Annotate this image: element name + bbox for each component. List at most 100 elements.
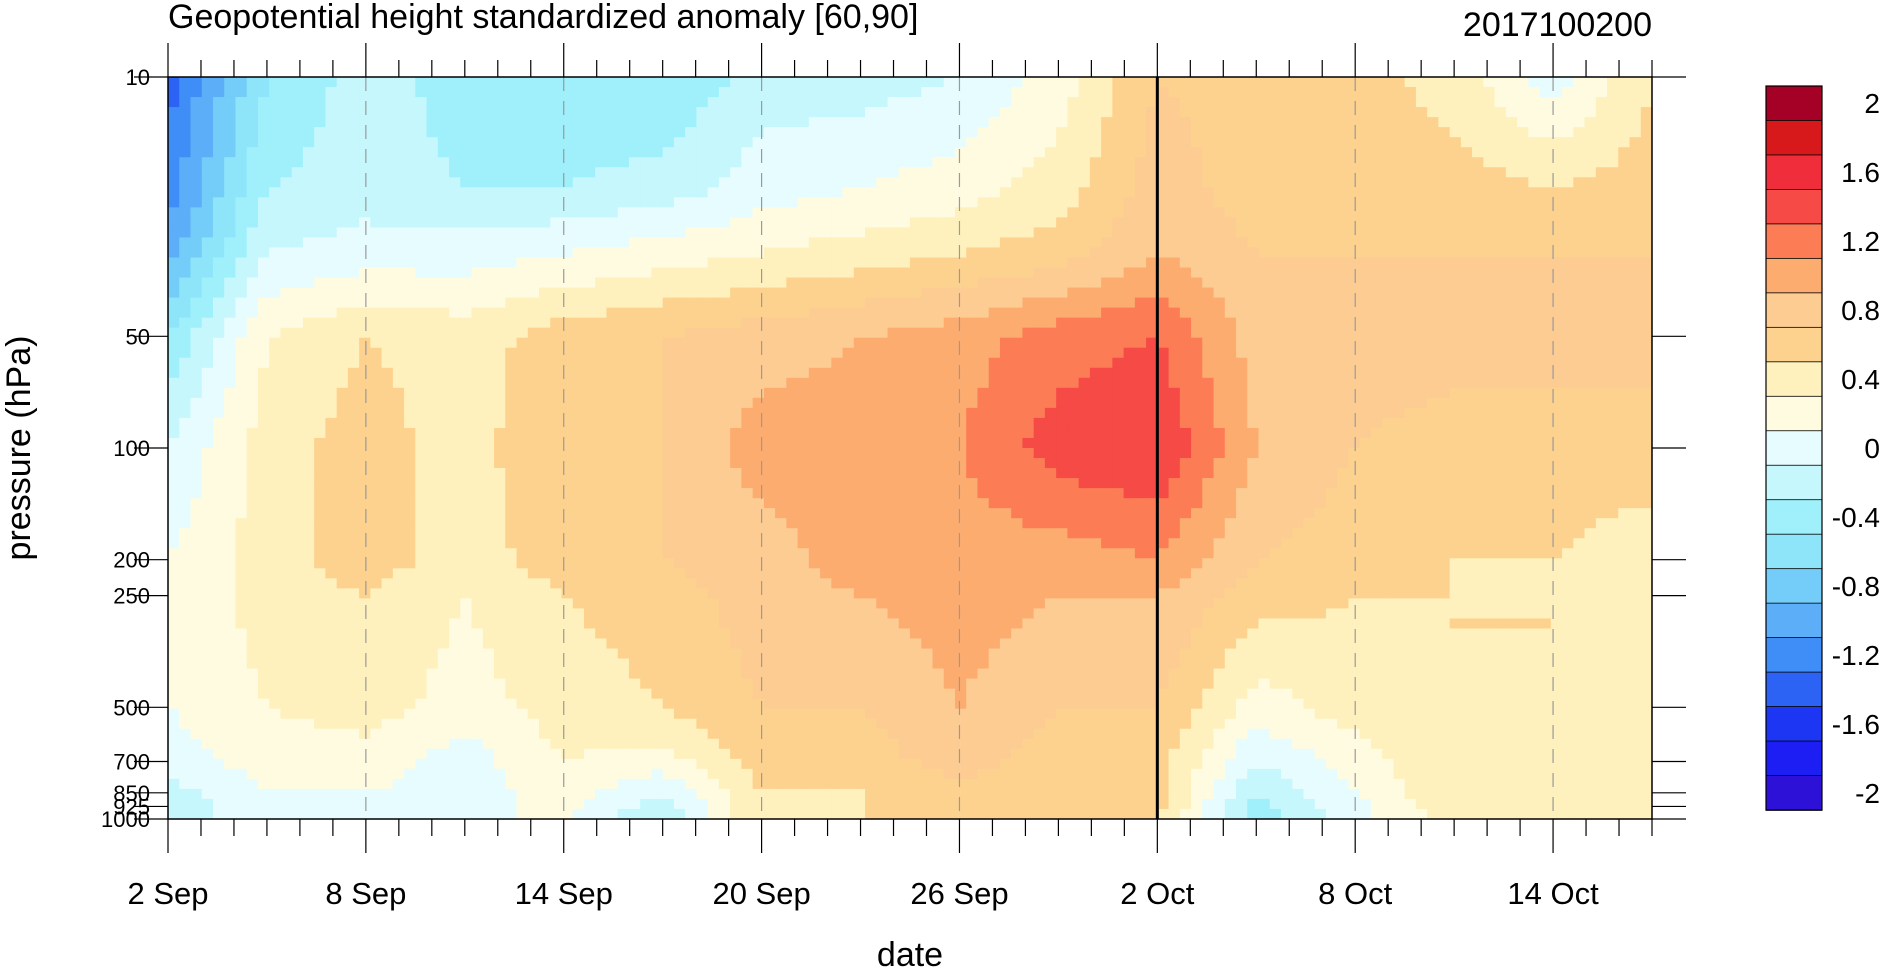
field-cell <box>550 257 563 269</box>
field-cell <box>168 157 180 168</box>
field-cell <box>662 337 675 349</box>
field-cell <box>359 137 371 148</box>
field-cell <box>347 357 360 369</box>
field-cell <box>1427 197 1439 208</box>
field-cell <box>426 137 439 148</box>
field-cell <box>707 397 720 409</box>
field-cell <box>1449 197 1462 208</box>
field-cell <box>786 357 799 369</box>
field-cell <box>1595 207 1608 218</box>
field-cell <box>505 237 518 249</box>
field-cell <box>1089 77 1102 88</box>
field-cell <box>865 137 877 148</box>
field-cell <box>1146 87 1158 98</box>
field-cell <box>1236 337 1248 349</box>
field-cell <box>460 87 473 98</box>
field-cell <box>1494 317 1507 329</box>
field-cell <box>1573 117 1586 128</box>
field-cell <box>1011 187 1024 198</box>
field-cell <box>808 387 821 399</box>
field-cell <box>1202 367 1215 379</box>
field-cell <box>1191 117 1203 128</box>
field-cell <box>1112 327 1125 339</box>
field-cell <box>1472 427 1484 439</box>
field-cell <box>505 448 518 459</box>
field-cell <box>1022 137 1035 148</box>
field-cell <box>449 277 461 289</box>
field-cell <box>235 217 248 229</box>
field-cell <box>685 307 697 319</box>
field-cell <box>1056 317 1068 329</box>
field-cell <box>527 417 540 429</box>
field-cell <box>943 207 956 218</box>
field-cell <box>415 177 428 188</box>
field-cell <box>1281 227 1293 239</box>
field-cell <box>752 367 765 379</box>
field-cell <box>449 377 461 389</box>
field-cell <box>179 247 192 259</box>
field-cell <box>415 97 428 108</box>
field-cell <box>1404 77 1417 88</box>
field-cell <box>1607 327 1619 339</box>
field-cell <box>685 157 697 168</box>
field-cell <box>1640 217 1652 229</box>
field-cell <box>370 307 383 319</box>
field-cell <box>842 257 855 269</box>
field-cell <box>966 227 979 239</box>
field-cell <box>921 77 934 88</box>
field-cell <box>1146 347 1158 359</box>
field-cell <box>201 217 214 229</box>
field-cell <box>347 137 360 148</box>
field-cell <box>392 117 405 128</box>
field-cell <box>224 297 237 309</box>
field-cell <box>1595 257 1608 269</box>
field-cell <box>1303 237 1316 249</box>
field-cell <box>1269 427 1282 439</box>
field-cell <box>505 217 518 229</box>
field-cell <box>1157 237 1170 249</box>
field-cell <box>302 377 315 389</box>
field-cell <box>404 337 416 349</box>
field-cell <box>842 287 855 299</box>
field-cell <box>1056 237 1068 249</box>
field-cell <box>1033 257 1046 269</box>
field-cell <box>1067 267 1080 279</box>
field-cell <box>831 147 844 158</box>
field-cell <box>1393 407 1406 419</box>
field-cell <box>640 227 653 239</box>
field-cell <box>1314 367 1327 379</box>
field-cell <box>1123 227 1136 239</box>
field-cell <box>730 297 742 309</box>
field-cell <box>595 207 608 218</box>
field-cell <box>966 77 979 88</box>
field-cell <box>1224 277 1237 289</box>
field-cell <box>1191 107 1203 118</box>
field-cell <box>1044 117 1057 128</box>
field-cell <box>482 127 495 138</box>
field-cell <box>1550 337 1563 349</box>
field-cell <box>1483 127 1496 138</box>
field-cell <box>1303 267 1316 279</box>
field-cell <box>673 267 686 279</box>
field-cell <box>1044 107 1057 118</box>
field-cell <box>583 307 596 319</box>
field-cell <box>437 277 450 289</box>
field-cell <box>302 237 315 249</box>
field-cell <box>1134 267 1147 279</box>
field-cell <box>617 427 630 439</box>
field-cell <box>685 277 697 289</box>
field-cell <box>1033 87 1046 98</box>
field-cell <box>1269 107 1282 118</box>
field-cell <box>685 257 697 269</box>
field-cell <box>696 187 709 198</box>
field-cell <box>1494 77 1507 88</box>
field-cell <box>494 247 506 259</box>
field-cell <box>415 107 428 118</box>
field-cell <box>1101 127 1113 138</box>
field-cell <box>1022 307 1035 319</box>
field-cell <box>1303 217 1316 229</box>
field-cell <box>1382 97 1395 108</box>
field-cell <box>539 107 551 118</box>
field-cell <box>696 197 709 208</box>
field-cell <box>1281 407 1293 419</box>
